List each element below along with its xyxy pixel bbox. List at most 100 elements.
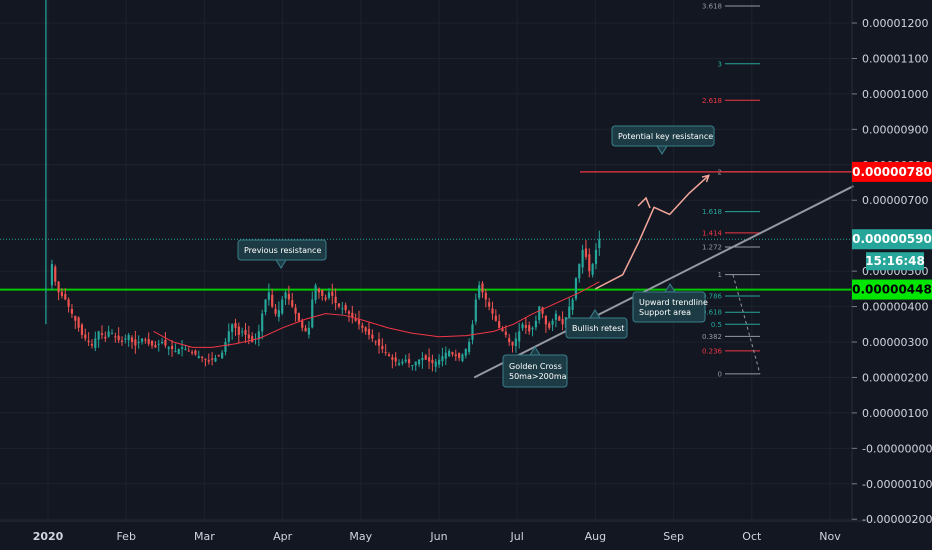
candle-body xyxy=(481,283,484,293)
time-tick-label: Jul xyxy=(510,530,524,543)
candle-body xyxy=(170,345,174,350)
time-tick-label: Sep xyxy=(663,530,684,543)
candle-body xyxy=(364,327,367,332)
candle-body xyxy=(588,254,591,272)
candle-body xyxy=(281,299,284,314)
projection-1[interactable] xyxy=(595,174,710,290)
candle-body xyxy=(531,327,534,330)
candle-body xyxy=(150,340,154,346)
candle-body xyxy=(504,331,507,335)
time-tick-label: May xyxy=(349,530,372,543)
candle-body xyxy=(157,343,160,345)
fib-level-label: 0 xyxy=(718,370,722,378)
price-tick-label: 0.00000900 xyxy=(862,123,928,136)
fib-diagonal xyxy=(732,274,761,375)
candle-body xyxy=(401,361,404,364)
upward-trendline[interactable] xyxy=(473,185,854,379)
price-tick-label: 0.00000700 xyxy=(862,194,928,207)
candle-body xyxy=(57,281,60,293)
annotations[interactable]: Previous resistance Potential key resista… xyxy=(237,125,715,388)
callout-text: 50ma>200ma xyxy=(509,372,567,381)
moving-average-200[interactable] xyxy=(153,281,600,348)
candle-body xyxy=(384,352,387,354)
moving-average-line[interactable] xyxy=(153,281,600,348)
candle-body xyxy=(488,302,491,307)
trendline-group[interactable] xyxy=(473,185,854,379)
callout-text: Bullish retest xyxy=(572,324,624,333)
candle-body xyxy=(221,352,224,359)
price-tick-label: -0.00000000 xyxy=(862,442,932,455)
candle-body xyxy=(50,264,53,286)
projection-arrowhead xyxy=(701,174,710,183)
candle-body xyxy=(494,315,497,321)
candle-body xyxy=(227,331,230,342)
candle-body xyxy=(160,342,164,344)
candle-body xyxy=(214,357,217,362)
candle-body xyxy=(458,353,461,358)
price-tick-label: 0.00000400 xyxy=(862,301,928,314)
candle-body xyxy=(377,339,381,346)
candle-body xyxy=(117,335,120,341)
fib-level-label: 0.5 xyxy=(711,321,722,329)
candle-body xyxy=(478,285,481,298)
candle-body xyxy=(541,307,544,314)
resistance-price-tag-label: 0.00000780 xyxy=(852,165,932,179)
projection-arrows[interactable] xyxy=(595,174,710,290)
candle-body xyxy=(427,357,431,362)
callout-box xyxy=(632,291,706,323)
price-tick-label: -0.00000200 xyxy=(862,513,932,526)
candle-body xyxy=(397,363,401,365)
candle-body xyxy=(74,315,77,321)
candle-body xyxy=(77,317,80,328)
time-axis[interactable]: 2020 Feb Mar Apr May Jun Jul Aug Sep Oct Nov xyxy=(33,530,842,543)
candle-body xyxy=(301,320,304,328)
candle-body xyxy=(367,329,371,335)
candle-body xyxy=(107,331,110,337)
candle-body xyxy=(87,340,90,343)
candle-body xyxy=(304,327,307,332)
candle-body xyxy=(284,292,287,299)
candle-body xyxy=(407,359,411,364)
price-axis[interactable]: 0.00001200 0.00001100 0.00001000 0.00000900… xyxy=(852,17,932,526)
candle-body xyxy=(471,324,474,340)
candle-body xyxy=(371,334,374,339)
candle-body xyxy=(454,354,457,357)
candle-body xyxy=(441,356,444,362)
candle-body xyxy=(174,350,177,352)
candle-body xyxy=(474,299,477,322)
candle-body xyxy=(578,264,581,279)
fib-level-label: 3.618 xyxy=(702,3,722,11)
candle-body xyxy=(544,315,547,325)
callout-box xyxy=(502,354,568,388)
potential-key-resistance-callout[interactable]: Potential key resistance xyxy=(611,125,715,155)
candle-body xyxy=(247,334,250,339)
callout-text: Support area xyxy=(639,308,691,317)
candle-body xyxy=(354,318,357,321)
candle-body xyxy=(534,320,537,328)
candle-body xyxy=(528,325,531,332)
candle-body xyxy=(538,306,541,320)
previous-resistance-callout[interactable]: Previous resistance xyxy=(237,239,327,269)
candle-body xyxy=(274,308,277,314)
candle-body xyxy=(584,248,588,257)
price-tick-label: 0.00000100 xyxy=(862,407,928,420)
current-price-tag xyxy=(852,229,932,250)
candle-body xyxy=(311,299,314,328)
candle-body xyxy=(404,359,407,362)
candle-body xyxy=(287,293,290,300)
bullish-retest-callout[interactable]: Bullish retest xyxy=(565,309,628,339)
candle-body xyxy=(574,278,578,299)
price-tick-label: 0.00001200 xyxy=(862,17,928,30)
horizontal-lines[interactable] xyxy=(0,171,852,291)
candle-body xyxy=(514,338,517,347)
candle-body xyxy=(177,349,180,355)
candle-body xyxy=(100,333,104,335)
candle-body xyxy=(414,361,417,366)
candle-body xyxy=(321,289,324,296)
time-tick-label: Nov xyxy=(819,530,841,543)
callout-pointer xyxy=(664,283,676,293)
